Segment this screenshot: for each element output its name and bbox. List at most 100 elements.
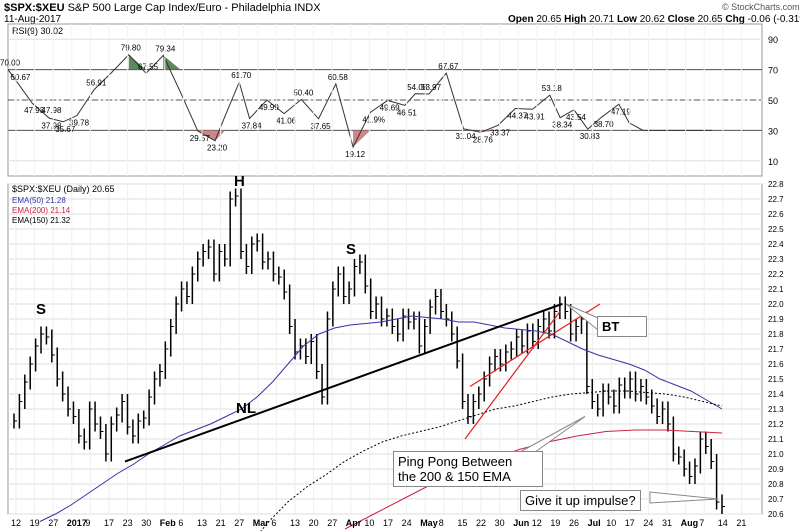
ema150-line bbox=[260, 390, 723, 531]
x-tick-label: 17 bbox=[104, 518, 114, 528]
rsi-tick-label: 90 bbox=[768, 35, 778, 45]
rsi-data-label: 70.00 bbox=[0, 59, 21, 68]
x-tick-label: 23 bbox=[123, 518, 133, 528]
price-tick-label: 20.9 bbox=[768, 465, 784, 474]
rsi-data-label: 44.37 bbox=[507, 112, 528, 121]
quote-date: 11-Aug-2017 bbox=[4, 14, 62, 25]
x-tick-label: May bbox=[420, 518, 438, 528]
channel-lower bbox=[469, 303, 601, 388]
x-tick-label: Feb bbox=[160, 518, 177, 528]
ping-pong-annotation: Ping Pong Between the 200 & 150 EMA bbox=[393, 451, 543, 487]
x-tick-label: 17 bbox=[383, 518, 393, 528]
give-it-up-annotation: Give it up impulse? bbox=[520, 490, 641, 511]
channel-upper bbox=[464, 311, 561, 440]
price-tick-label: 20.7 bbox=[768, 495, 784, 504]
rsi-data-label: 67.55 bbox=[138, 62, 159, 71]
rsi-data-label: 60.67 bbox=[10, 73, 31, 82]
price-tick-label: 22.3 bbox=[768, 255, 784, 264]
rsi-data-label: 19.12 bbox=[345, 150, 366, 159]
price-tick-label: 21.6 bbox=[768, 360, 784, 369]
rsi-data-label: 61.70 bbox=[231, 71, 252, 80]
x-tick-label: 13 bbox=[290, 518, 300, 528]
bt-annotation: BT bbox=[597, 316, 647, 337]
price-tick-label: 22.2 bbox=[768, 270, 784, 279]
x-tick-label: Jul bbox=[588, 518, 601, 528]
annotation-h: H bbox=[234, 173, 245, 190]
x-tick-label: Jun bbox=[513, 518, 529, 528]
symbol-description: S&P 500 Large Cap Index/Euro - Philadelp… bbox=[67, 2, 292, 14]
rsi-tick-label: 50 bbox=[768, 96, 778, 106]
symbol-title: $SPX:$XEU S&P 500 Large Cap Index/Euro -… bbox=[4, 2, 321, 14]
annotation-s-left: S bbox=[36, 301, 46, 318]
x-tick-label: 20 bbox=[309, 518, 319, 528]
neckline bbox=[124, 303, 563, 463]
exchange: INDX bbox=[294, 2, 321, 14]
x-tick-label: 13 bbox=[197, 518, 207, 528]
rsi-data-label: 53.18 bbox=[542, 84, 563, 93]
x-tick-label: 6 bbox=[178, 518, 183, 528]
rsi-data-label: 37.98 bbox=[41, 121, 62, 130]
x-tick-label: 27 bbox=[327, 518, 337, 528]
rsi-title: RSI(9) 30.02 bbox=[12, 26, 63, 36]
x-tick-label: 15 bbox=[457, 518, 467, 528]
rsi-data-label: 41.9% bbox=[362, 115, 385, 124]
rsi-data-label: 33.37 bbox=[490, 128, 511, 137]
rsi-data-label: 41.06 bbox=[276, 117, 297, 126]
x-tick-label: 9 bbox=[85, 518, 90, 528]
x-tick-label: 8 bbox=[439, 518, 444, 528]
rsi-data-label: 67.67 bbox=[438, 62, 459, 71]
x-tick-label: 10 bbox=[606, 518, 616, 528]
price-panel: 20.6 20.7 20.8 20.9 21.0 21.1 21.2 21.3 21.4 21.5… bbox=[7, 173, 784, 531]
x-tick-label: 24 bbox=[402, 518, 412, 528]
x-tick-label: 6 bbox=[271, 518, 276, 528]
quote-summary: Open 20.65 High 20.71 Low 20.62 Close 20… bbox=[508, 14, 800, 25]
x-tick-label: 27 bbox=[48, 518, 58, 528]
price-tick-label: 22.7 bbox=[768, 195, 784, 204]
price-tick-label: 22.4 bbox=[768, 240, 784, 249]
x-tick-label: 26 bbox=[569, 518, 579, 528]
price-tick-label: 20.8 bbox=[768, 480, 784, 489]
x-tick-label: 19 bbox=[550, 518, 560, 528]
x-tick-label: 12 bbox=[532, 518, 542, 528]
annotation-nl: NL bbox=[236, 400, 256, 417]
x-tick-label: 2017 bbox=[67, 518, 87, 528]
x-tick-label: 27 bbox=[234, 518, 244, 528]
price-tick-label: 21.9 bbox=[768, 315, 784, 324]
x-tick-label: 7 bbox=[699, 518, 704, 528]
x-tick-label: 31 bbox=[662, 518, 672, 528]
rsi-data-label: 53.97 bbox=[421, 83, 442, 92]
rsi-tick-label: 70 bbox=[768, 66, 778, 76]
rsi-data-label: 79.34 bbox=[155, 44, 176, 53]
rsi-data-label: 31.04 bbox=[456, 132, 477, 141]
rsi-data-label: 49.99 bbox=[259, 103, 280, 112]
legend-ema150: EMA(150) 21.32 bbox=[12, 216, 71, 225]
price-tick-label: 20.6 bbox=[768, 510, 784, 519]
rsi-data-label: 46.51 bbox=[397, 108, 418, 117]
rsi-data-label: 47.98 bbox=[41, 106, 62, 115]
x-tick-label: Mar bbox=[253, 518, 270, 528]
price-tick-label: 21.2 bbox=[768, 420, 784, 429]
price-tick-label: 22.5 bbox=[768, 225, 784, 234]
symbol: $SPX:$XEU bbox=[4, 2, 65, 14]
price-tick-label: 22.6 bbox=[768, 210, 784, 219]
rsi-tick-label: 10 bbox=[768, 157, 778, 167]
rsi-data-label: 29.57 bbox=[190, 134, 211, 143]
price-tick-label: 21.8 bbox=[768, 330, 784, 339]
price-tick-label: 22.1 bbox=[768, 285, 784, 294]
rsi-data-label: 23.20 bbox=[207, 144, 228, 153]
price-title: $SPX:$XEU (Daily) 20.65 bbox=[12, 184, 115, 194]
x-tick-label: 24 bbox=[643, 518, 653, 528]
price-tick-label: 21.7 bbox=[768, 345, 784, 354]
rsi-data-label: 49.69 bbox=[380, 103, 401, 112]
watermark: © StockCharts.com bbox=[722, 2, 800, 12]
price-tick-label: 22.0 bbox=[768, 300, 784, 309]
rsi-data-label: 79.80 bbox=[121, 44, 142, 53]
rsi-data-label: 38.34 bbox=[552, 121, 573, 130]
x-tick-label: 30 bbox=[495, 518, 505, 528]
rsi-data-label: 28.76 bbox=[473, 135, 494, 144]
rsi-data-label: 56.91 bbox=[86, 78, 107, 87]
give-pointer bbox=[649, 491, 719, 504]
rsi-data-label: 37.84 bbox=[242, 121, 263, 130]
